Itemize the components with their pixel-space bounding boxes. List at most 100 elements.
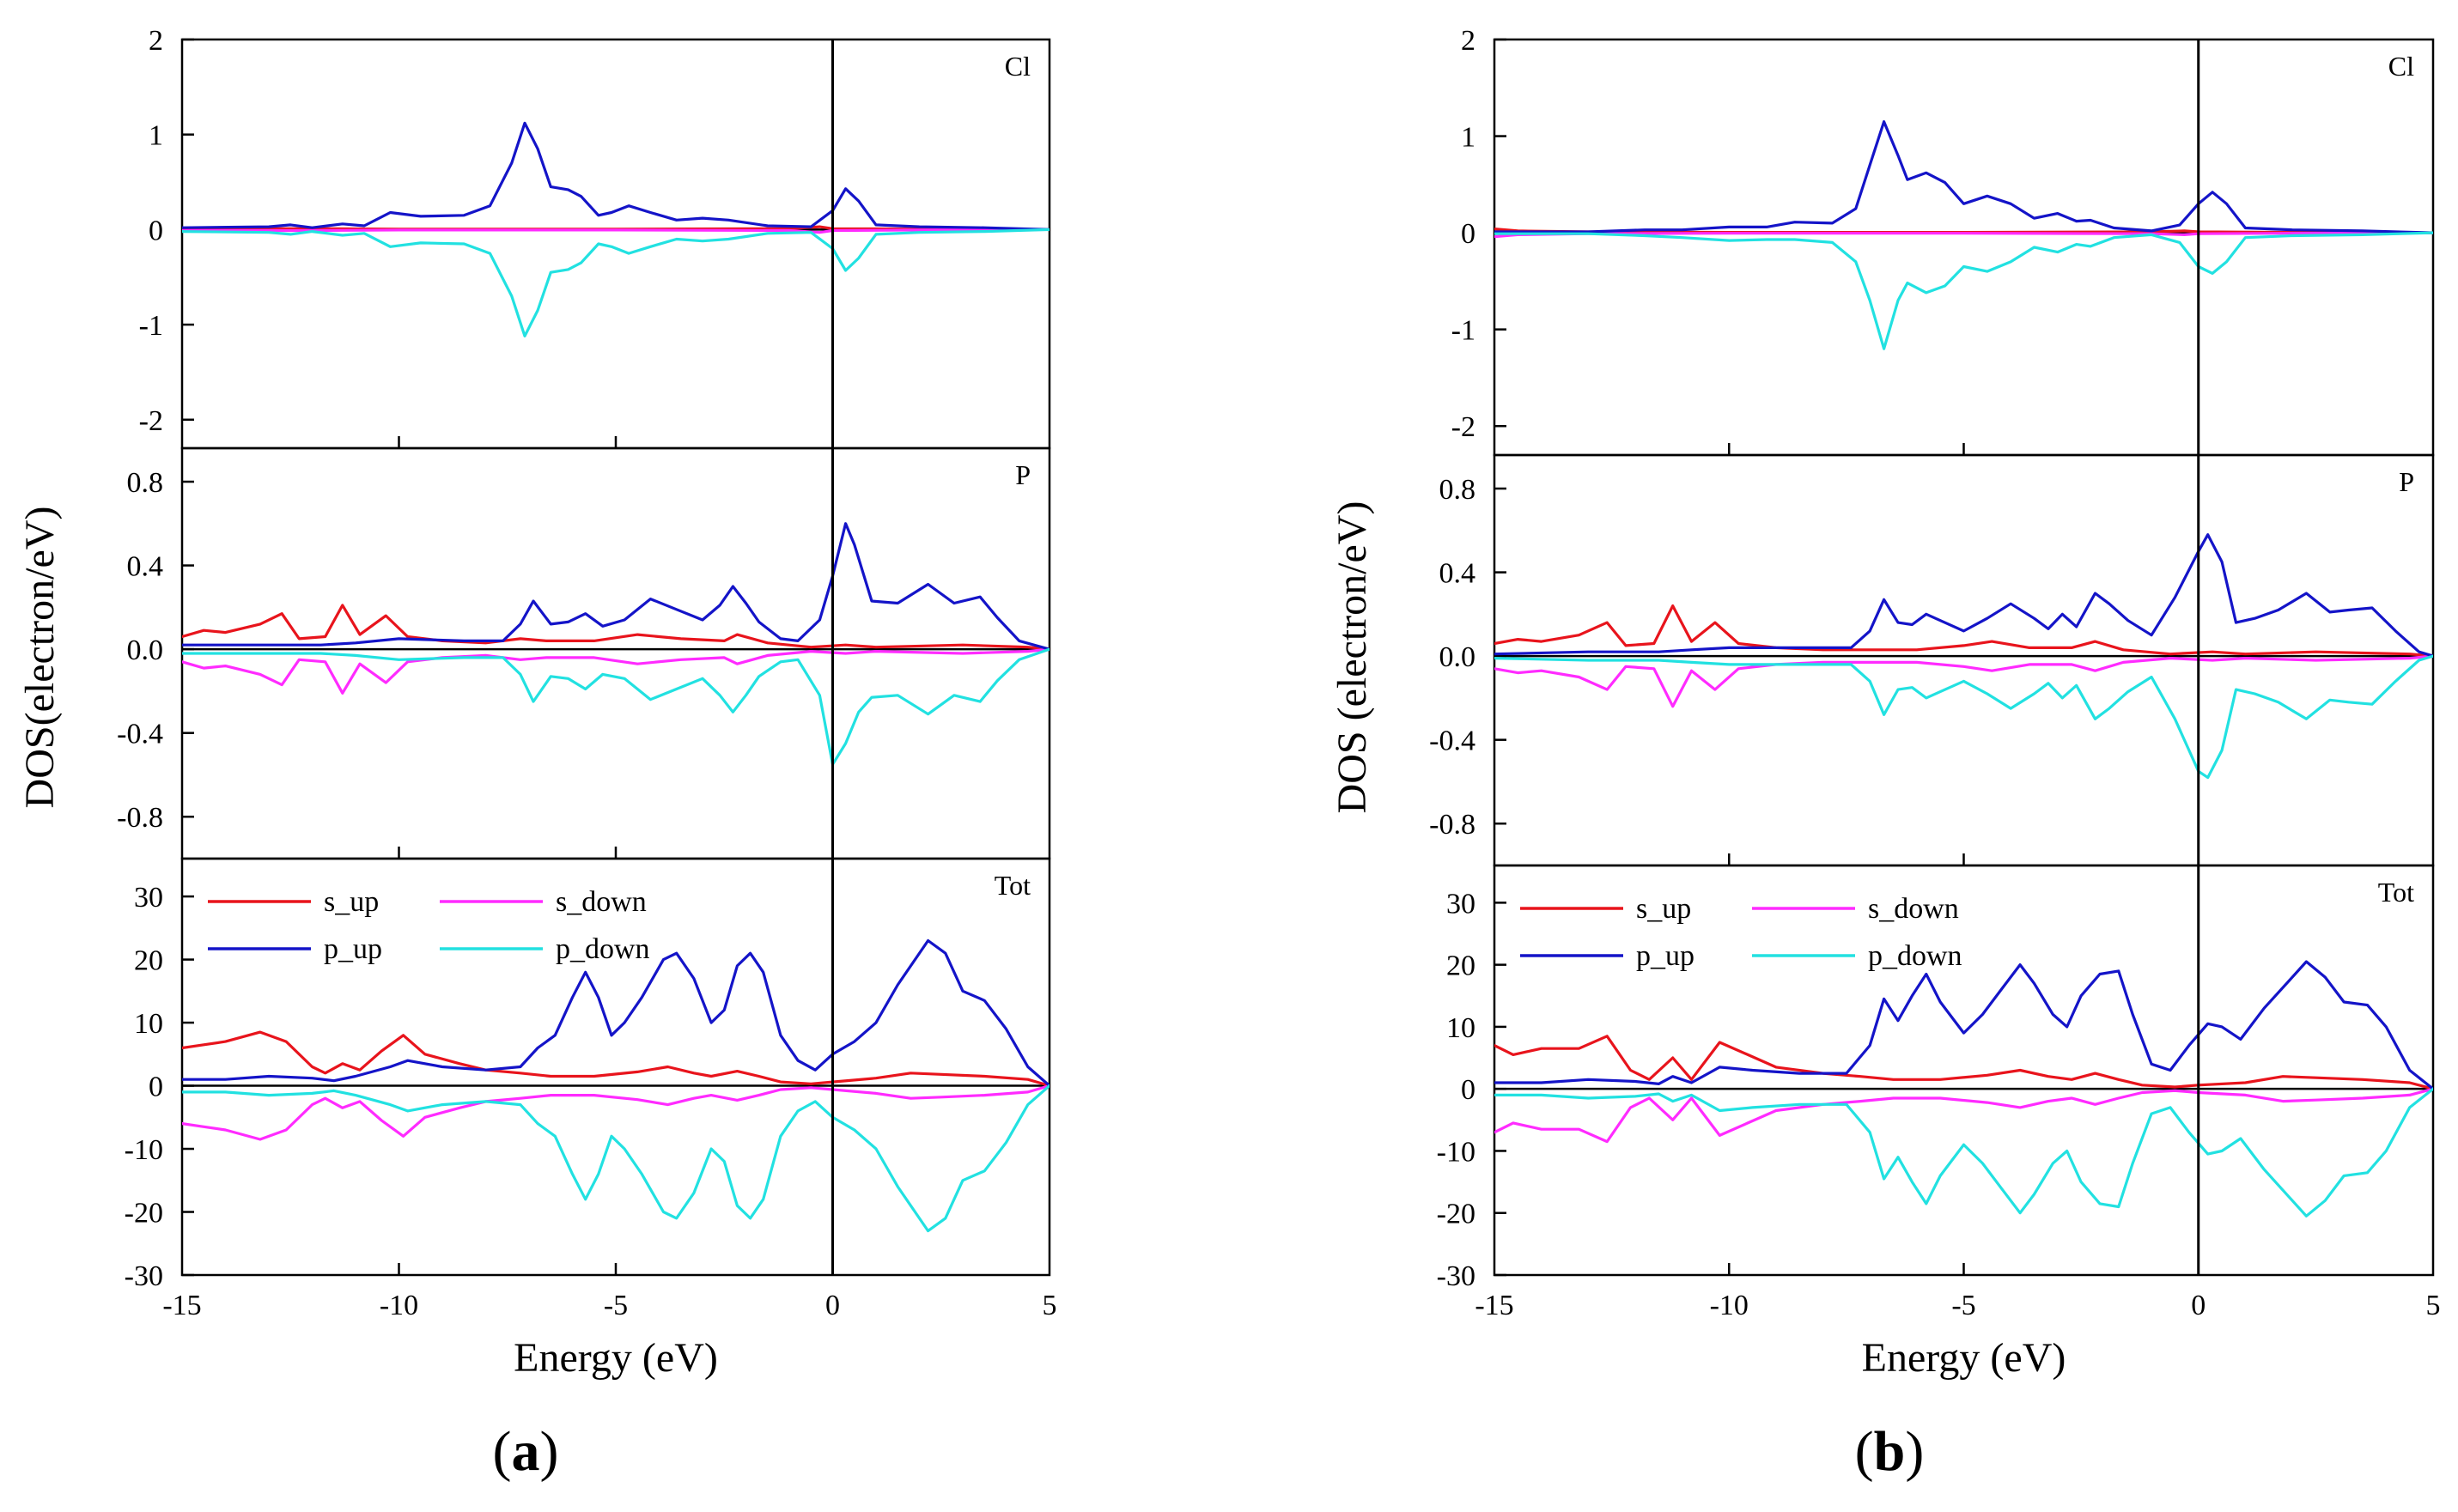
y-tick-label: -2 (1451, 411, 1475, 443)
y-tick-label: -20 (125, 1198, 163, 1230)
series-s-up (1494, 1035, 2433, 1090)
series-group (182, 522, 1050, 766)
y-tick-label: -2 (139, 405, 163, 437)
series-p-down (182, 647, 1050, 766)
y-tick-label: 1 (1461, 122, 1475, 154)
x-tick-label: -10 (1710, 1290, 1749, 1321)
legend-label-p-up: p_up (1636, 940, 1694, 972)
panel-label: Tot (995, 870, 1031, 901)
y-tick-label: 0 (1461, 1074, 1475, 1106)
series-p-down (1494, 231, 2433, 350)
y-tick-label: -0.4 (117, 719, 163, 750)
panel-frame (1493, 38, 2435, 457)
y-tick-label: 0.0 (127, 635, 164, 666)
panel-p: -0.8 -0.4 0.0 0.4 0.8 P (1429, 453, 2435, 867)
x-axis-label: Energy (eV) (1862, 1335, 2066, 1381)
legend-label-p-down: p_down (1868, 940, 1962, 972)
x-tick-label: -5 (1951, 1290, 1975, 1321)
y-tick-label: 10 (134, 1008, 163, 1040)
y-tick-label: 0.4 (127, 551, 164, 583)
series-p-up (182, 121, 1050, 231)
series-s-up (182, 1030, 1050, 1088)
y-tick-label: -10 (125, 1134, 163, 1166)
series-p-down (1494, 654, 2433, 780)
panel-cl: -2 -1 0 1 2 Cl (1451, 25, 2435, 457)
panel-frame (1493, 864, 2435, 1277)
y-tick-label: -10 (1437, 1136, 1475, 1168)
panel-p: -0.8 -0.4 0.0 0.4 0.8 P (117, 446, 1051, 860)
y-tick-label: 0.0 (1439, 641, 1476, 673)
legend-label-s-down: s_down (1868, 893, 1959, 925)
panel-tot: -30 -20 -10 0 10 20 30 Tot s_up s_down p_up p_down -… (125, 857, 1057, 1321)
series-group (1494, 120, 2433, 350)
y-tick-label: -0.8 (1429, 809, 1475, 841)
panel-label: Cl (1005, 51, 1031, 82)
legend-label-p-down: p_down (556, 933, 650, 965)
panel-tot: -30 -20 -10 0 10 20 30 Tot s_up s_down p_up p_down -… (1437, 864, 2441, 1321)
panel-label: Tot (2378, 877, 2414, 908)
y-tick-label: 0 (149, 1072, 163, 1103)
series-p-down (1494, 1087, 2433, 1217)
x-axis-label: Energy (eV) (514, 1335, 718, 1381)
y-tick-label: -30 (125, 1260, 163, 1292)
y-tick-label: 0.8 (1439, 474, 1476, 506)
series-group (182, 938, 1050, 1233)
legend-label-s-up: s_up (324, 886, 379, 918)
x-tick-label: -15 (1475, 1290, 1513, 1321)
series-p-up (182, 522, 1050, 651)
series-p-up (1494, 120, 2433, 234)
y-tick-label: -1 (139, 310, 163, 342)
series-p-down (182, 1084, 1050, 1233)
y-axis-label: DOS (electron/eV) (1329, 501, 1375, 814)
y-tick-label: 20 (1446, 950, 1475, 982)
legend-label-s-down: s_down (556, 886, 647, 918)
series-s-down (182, 1084, 1050, 1141)
panel-label: Cl (2388, 51, 2414, 82)
y-tick-label: -0.8 (117, 802, 163, 834)
series-p-up (1494, 533, 2433, 658)
panel-cl: -2 -1 0 1 2 Cl (139, 25, 1051, 450)
y-tick-label: 10 (1446, 1012, 1475, 1044)
y-tick-label: -30 (1437, 1260, 1475, 1292)
x-tick-label: 0 (825, 1290, 840, 1321)
y-tick-label: 30 (134, 882, 163, 914)
y-tick-label: 0.8 (127, 467, 164, 499)
y-tick-label: -20 (1437, 1199, 1475, 1230)
x-tick-label: 5 (1043, 1290, 1057, 1321)
y-tick-label: 0 (1461, 218, 1475, 250)
legend: s_up s_down p_up p_down (1520, 893, 1962, 972)
x-tick-label: -10 (380, 1290, 418, 1321)
series-s-up (182, 604, 1050, 651)
series-group (182, 121, 1050, 337)
series-p-up (182, 938, 1050, 1088)
figure-caption: (b) (1855, 1420, 1925, 1483)
series-p-up (1494, 960, 2433, 1090)
series-p-down (182, 228, 1050, 337)
legend-label-p-up: p_up (324, 933, 382, 965)
y-tick-label: 2 (149, 25, 163, 57)
legend: s_up s_down p_up p_down (208, 886, 650, 965)
y-tick-label: 30 (1446, 888, 1475, 920)
x-tick-label: -5 (604, 1290, 628, 1321)
x-tick-label: 5 (2426, 1290, 2441, 1321)
legend-label-s-up: s_up (1636, 893, 1691, 925)
panel-frame (180, 38, 1051, 450)
figure-caption: (a) (493, 1420, 559, 1483)
y-tick-label: -0.4 (1429, 726, 1475, 757)
y-tick-label: 0 (149, 215, 163, 246)
panel-label: P (1015, 459, 1031, 490)
x-tick-label: -15 (162, 1290, 201, 1321)
series-s-down (182, 647, 1050, 695)
y-tick-label: 2 (1461, 25, 1475, 57)
series-group (1494, 960, 2433, 1217)
y-tick-label: 1 (149, 120, 163, 152)
series-s-down (182, 228, 1050, 234)
y-tick-label: -1 (1451, 315, 1475, 347)
y-tick-label: 0.4 (1439, 558, 1476, 590)
y-axis-label: DOS(electron/eV) (17, 507, 63, 809)
panel-label: P (2399, 466, 2414, 497)
x-tick-label: 0 (2191, 1290, 2206, 1321)
